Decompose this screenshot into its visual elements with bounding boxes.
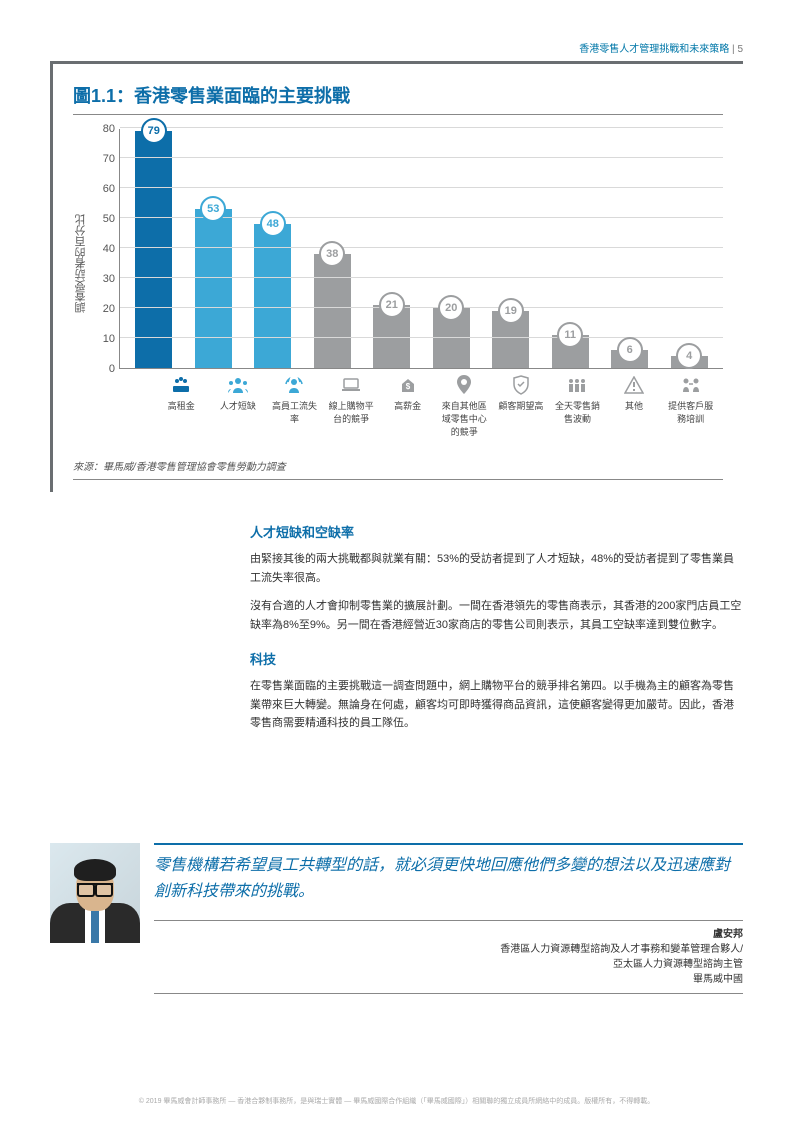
page-header: 香港零售人才管理挑戰和未來策略 | 5 [50, 40, 743, 55]
turnover-icon [269, 375, 320, 395]
laptop-icon [326, 375, 377, 395]
shield-icon [495, 375, 546, 395]
bar-value-bubble: 19 [498, 298, 524, 324]
bar-value-bubble: 48 [260, 211, 286, 237]
category-label: 線上購物平台的競爭 [326, 369, 377, 438]
category-label: 高租金 [156, 369, 207, 438]
category-label: 全天零售銷售波動 [552, 369, 603, 438]
body-text: 人才短缺和空缺率由緊接其後的兩大挑戰都與就業有關：53%的受訪者提到了人才短缺，… [250, 522, 743, 733]
category-label: 顧客期望高 [495, 369, 546, 438]
quote-title2: 亞太區人力資源轉型諮詢主管 [154, 957, 743, 972]
chart-title: 圖1.1：香港零售業面臨的主要挑戰 [73, 82, 723, 115]
header-title: 香港零售人才管理挑戰和未來策略 [579, 44, 729, 55]
bar [195, 209, 232, 368]
section-heading: 科技 [250, 649, 743, 671]
chart-source: 來源：畢馬威/香港零售管理協會零售勞動力調查 [73, 458, 723, 480]
people-icon [212, 375, 263, 395]
training-icon [665, 375, 716, 395]
salary-icon: $ [382, 375, 433, 395]
quote-block: 零售機構若希望員工共轉型的話，就必須更快地回應他們多變的想法以及迅速應對創新科技… [50, 843, 743, 994]
section-paragraph: 在零售業面臨的主要挑戰這一調查問題中，網上購物平台的競爭排名第四。以手機為主的顧… [250, 677, 743, 733]
chart-categories: 高租金人才短缺高員工流失率線上購物平台的競爭$高薪金來自其他區域零售中心的競爭顧… [149, 369, 723, 438]
group-icon [552, 375, 603, 395]
warning-icon [609, 375, 660, 395]
section-paragraph: 由緊接其後的兩大挑戰都與就業有關：53%的受訪者提到了人才短缺，48%的受訪者提… [250, 550, 743, 587]
chart-plot-area: 795348382120191164 [119, 129, 723, 369]
money-icon [156, 375, 207, 395]
category-label: 高員工流失率 [269, 369, 320, 438]
location-icon [439, 375, 490, 395]
bar-column: 79 [127, 118, 181, 368]
quote-name: 盧安邦 [154, 927, 743, 942]
svg-text:$: $ [405, 382, 410, 391]
bar-value-bubble: 21 [379, 292, 405, 318]
category-label: 人才短缺 [212, 369, 263, 438]
y-axis-label: 調查受訪者的百分比 [73, 129, 89, 438]
quote-title1: 香港區人力資源轉型諮詢及人才事務和變革管理合夥人/ [154, 942, 743, 957]
category-label: $高薪金 [382, 369, 433, 438]
bar [314, 254, 351, 368]
quote-company: 畢馬威中國 [154, 972, 743, 987]
category-label: 來自其他區域零售中心的競爭 [439, 369, 490, 438]
bar-value-bubble: 6 [617, 337, 643, 363]
page-footer: © 2019 畢馬威會計師事務所 — 香港合夥制事務所，是與瑞士實體 — 畢馬威… [50, 1096, 743, 1106]
quote-attribution: 盧安邦 香港區人力資源轉型諮詢及人才事務和變革管理合夥人/ 亞太區人力資源轉型諮… [154, 920, 743, 994]
bar [254, 224, 291, 368]
bar [135, 131, 172, 368]
quote-text: 零售機構若希望員工共轉型的話，就必須更快地回應他們多變的想法以及迅速應對創新科技… [154, 853, 743, 904]
bar-column: 11 [543, 322, 597, 368]
header-page: | 5 [732, 44, 743, 55]
y-axis-ticks: 01020304050607080 [93, 129, 115, 369]
bar-column: 38 [305, 241, 359, 368]
bar-column: 53 [186, 196, 240, 368]
bar-column: 20 [424, 295, 478, 368]
chart-bars: 795348382120191164 [120, 129, 723, 368]
bar-column: 48 [246, 211, 300, 368]
section-heading: 人才短缺和空缺率 [250, 522, 743, 544]
category-label: 其他 [609, 369, 660, 438]
section-paragraph: 沒有合適的人才會抑制零售業的擴展計劃。一間在香港領先的零售商表示，其香港的200… [250, 597, 743, 634]
bar-column: 6 [603, 337, 657, 368]
chart-container: 圖1.1：香港零售業面臨的主要挑戰 調查受訪者的百分比 010203040506… [50, 61, 743, 492]
quote-portrait [50, 843, 140, 943]
bar-column: 21 [365, 292, 419, 368]
category-label: 提供客戶服務培訓 [665, 369, 716, 438]
bar-value-bubble: 79 [141, 118, 167, 144]
bar-column: 19 [484, 298, 538, 368]
bar-column: 4 [662, 343, 716, 368]
